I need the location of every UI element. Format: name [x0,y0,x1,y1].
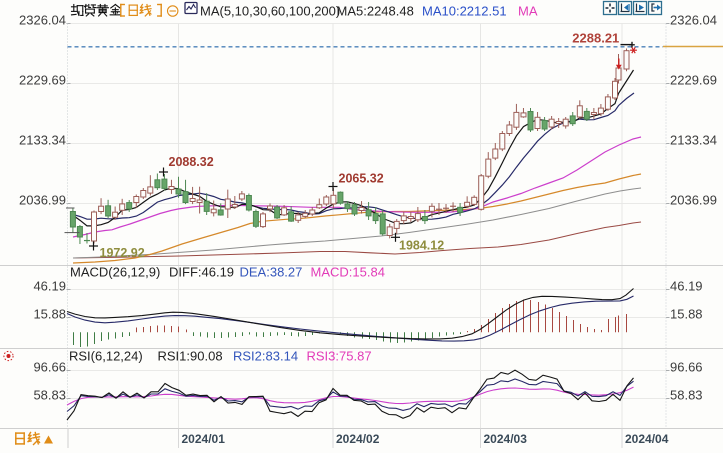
svg-text:2326.04: 2326.04 [670,13,717,28]
svg-text:MA: MA [518,4,538,19]
svg-text:15.88: 15.88 [670,307,703,322]
svg-text:2133.34: 2133.34 [670,133,717,148]
svg-text:2036.99: 2036.99 [670,193,717,208]
svg-text:DIFF:46.19: DIFF:46.19 [169,265,234,280]
svg-text:2024/01: 2024/01 [182,432,226,446]
svg-text:MA5:2248.48: MA5:2248.48 [337,4,414,19]
svg-text:58.83: 58.83 [670,388,703,403]
svg-text:DEA:38.27: DEA:38.27 [240,265,303,280]
svg-text:2024/02: 2024/02 [336,432,380,446]
svg-text:2024/04: 2024/04 [625,432,669,446]
svg-text:2229.69: 2229.69 [19,73,66,88]
svg-text:MA10:2212.51: MA10:2212.51 [422,4,507,19]
svg-text:15.88: 15.88 [33,307,66,322]
svg-text:2133.34: 2133.34 [19,133,66,148]
svg-text:2326.04: 2326.04 [19,13,66,28]
svg-text:RSI2:83.14: RSI2:83.14 [233,349,298,364]
svg-text:1984.12: 1984.12 [399,239,444,253]
svg-text:RSI(6,12,24): RSI(6,12,24) [69,349,143,364]
svg-text:2065.32: 2065.32 [339,172,384,186]
svg-text:46.19: 46.19 [33,279,66,294]
svg-text:MA(5,10,30,60,100,200): MA(5,10,30,60,100,200) [200,4,340,19]
svg-text:58.83: 58.83 [33,388,66,403]
svg-text:2088.32: 2088.32 [169,155,214,169]
svg-text:MACD(26,12,9): MACD(26,12,9) [70,265,160,280]
svg-text:46.19: 46.19 [670,279,703,294]
svg-text:2024/03: 2024/03 [484,432,528,446]
svg-text:2229.69: 2229.69 [670,73,717,88]
svg-text:1972.92: 1972.92 [100,246,145,260]
svg-text:2036.99: 2036.99 [19,193,66,208]
svg-text:RSI3:75.87: RSI3:75.87 [307,349,372,364]
svg-text:2288.21: 2288.21 [572,31,619,46]
svg-text:RSI1:90.08: RSI1:90.08 [158,349,223,364]
svg-text:96.66: 96.66 [33,360,66,375]
svg-text:96.66: 96.66 [670,360,703,375]
svg-text:MACD:15.84: MACD:15.84 [311,265,385,280]
